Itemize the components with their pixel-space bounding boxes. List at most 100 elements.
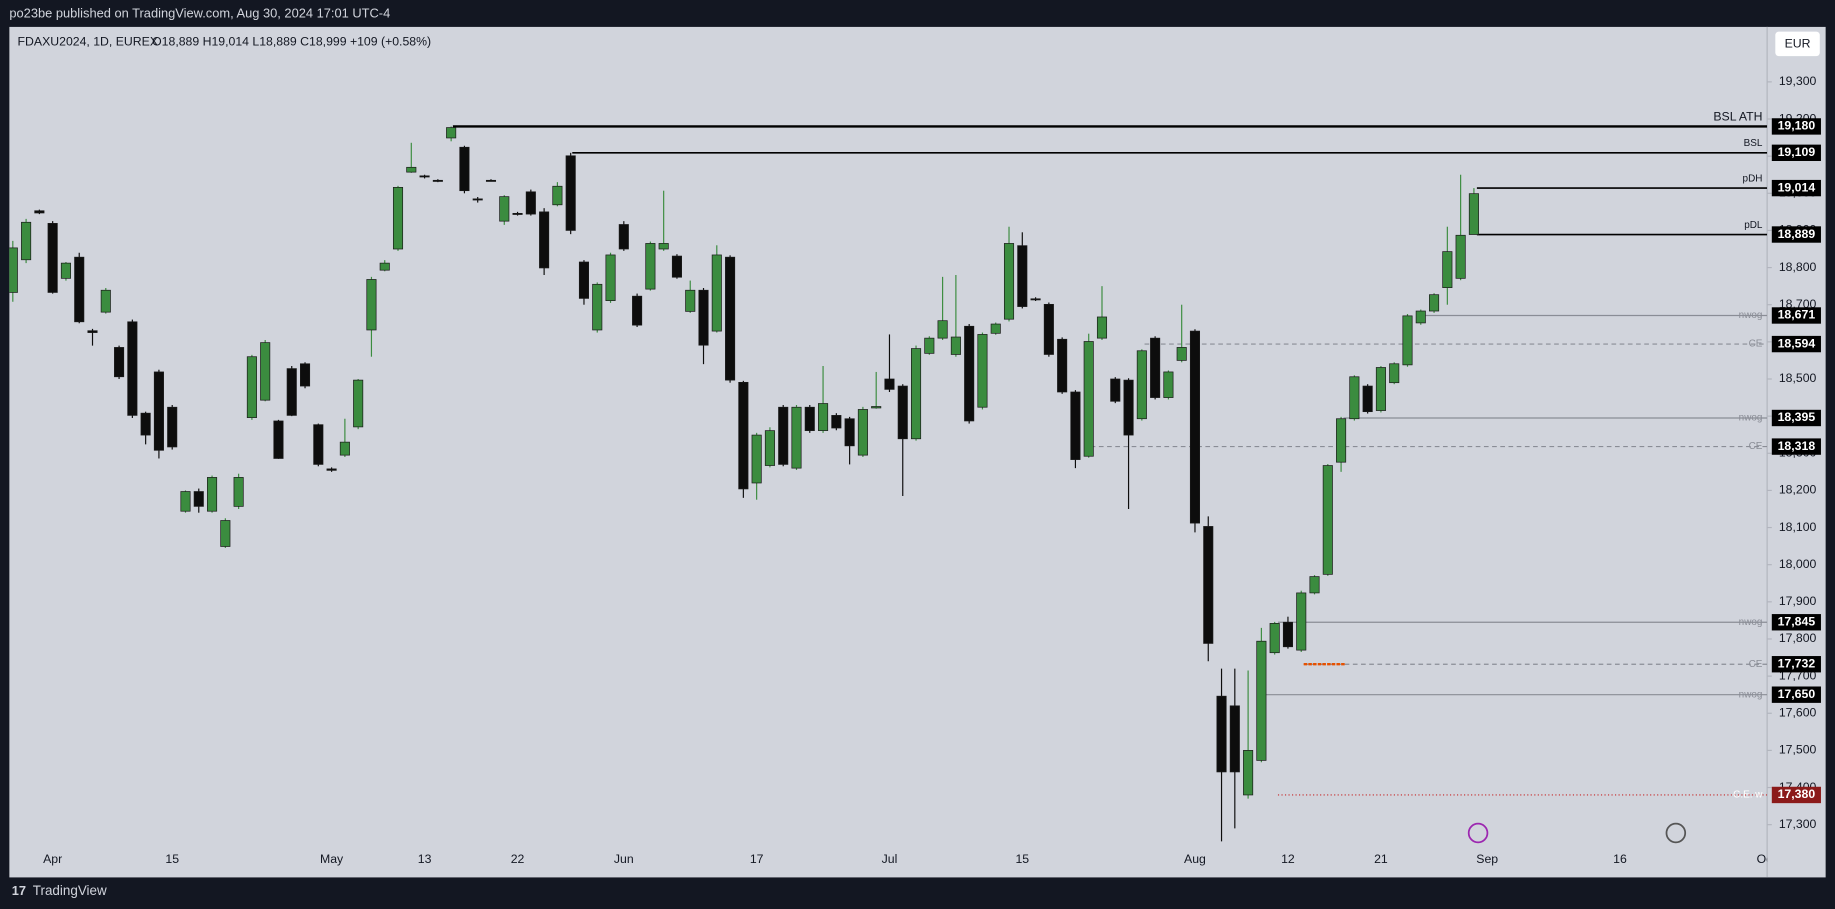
candle-body (286, 368, 297, 416)
candle-body (578, 261, 590, 299)
candle-body (818, 403, 829, 431)
currency-label[interactable]: EUR (1785, 37, 1811, 51)
level-name: BSL (1744, 138, 1763, 149)
candle-body (1402, 315, 1413, 366)
candle-body (791, 406, 802, 469)
x-tick-label: 15 (1015, 852, 1029, 866)
candle-body (565, 155, 576, 231)
candle-body (379, 262, 390, 271)
level-price-label: 18,395 (1778, 410, 1816, 424)
level-name: nwog (1739, 413, 1763, 424)
candle-body (990, 323, 1001, 334)
level-name: nwog (1739, 310, 1763, 321)
candle-body (831, 415, 842, 429)
candle-body (512, 212, 523, 215)
candle-body (392, 187, 404, 250)
level-price-label: 17,845 (1778, 615, 1816, 629)
candle-body (60, 262, 71, 279)
candle-body (711, 254, 722, 332)
candle-body (1336, 418, 1347, 463)
level-name: pDL (1744, 220, 1763, 231)
candle-body (127, 321, 138, 416)
candle-body (446, 127, 457, 139)
candle-body (21, 221, 32, 261)
level-name: BSL ATH (1713, 109, 1762, 123)
x-tick-label: 16 (1613, 852, 1627, 866)
candle-body (167, 406, 178, 448)
candle-body (671, 255, 682, 278)
candle-body (618, 224, 629, 250)
level-price-box (1771, 686, 1821, 703)
candle-body (1309, 576, 1320, 594)
candle-body (1282, 621, 1293, 648)
candle-body (1030, 298, 1041, 301)
candle-body (738, 381, 749, 490)
x-tick-label: 15 (165, 852, 179, 866)
candle-body (950, 336, 961, 355)
candle-body (246, 356, 257, 418)
candle-body (34, 210, 45, 214)
candle-body (472, 198, 483, 201)
x-tick-label: 22 (511, 852, 525, 866)
candle-body (871, 406, 882, 409)
level-price-label: 19,180 (1778, 119, 1816, 133)
candle-body (220, 520, 231, 547)
level-price-label: 17,732 (1778, 656, 1816, 670)
candle-body (937, 320, 948, 339)
candle-body (273, 420, 284, 459)
currency-button[interactable] (1775, 31, 1820, 57)
candle-body (1163, 371, 1174, 398)
level-price-label: 17,650 (1778, 687, 1816, 701)
candle-body (1296, 592, 1307, 651)
candle-body (300, 363, 311, 387)
y-tick-label: 17,800 (1779, 631, 1817, 645)
candle-body (1415, 310, 1426, 324)
level-name: C.E. w (1733, 790, 1763, 801)
event-icon[interactable] (1665, 822, 1687, 844)
candle-body (539, 211, 550, 269)
candle-body (658, 243, 669, 250)
candle-body (525, 191, 536, 215)
candle-body (366, 279, 377, 331)
x-tick-label: Aug (1184, 852, 1206, 866)
x-tick-label: Oct (1757, 852, 1777, 866)
candle-body (1043, 303, 1054, 355)
level-price-label: 18,318 (1778, 439, 1816, 453)
level-price-box (1771, 144, 1821, 162)
candle-body (1375, 367, 1386, 411)
level-price-box (1771, 656, 1821, 673)
candle-body (884, 378, 895, 390)
level-price-label: 18,671 (1778, 308, 1816, 322)
candle-body (1455, 234, 1466, 279)
x-tick-label: Jul (882, 852, 898, 866)
candle-body (193, 491, 204, 507)
candle-body (778, 406, 789, 465)
candle-body (1057, 338, 1068, 393)
level-price-box (1771, 409, 1821, 427)
candle-body (725, 256, 736, 381)
candle-body (1189, 330, 1201, 524)
level-name: nwog (1739, 617, 1763, 628)
candle-body (1269, 623, 1280, 654)
candle-body (1468, 193, 1479, 235)
y-tick-label: 18,100 (1779, 520, 1817, 534)
candle-body (804, 406, 815, 431)
candle-body (233, 477, 244, 507)
level-name: CE (1749, 441, 1763, 452)
candle-body (47, 223, 58, 293)
candle-body (1150, 337, 1161, 398)
candle-body (911, 348, 922, 440)
candle-body (353, 379, 364, 428)
level-price-label: 17,380 (1778, 787, 1816, 801)
candle-body (140, 412, 151, 436)
y-tick-label: 18,200 (1779, 483, 1817, 497)
candle-body (419, 175, 430, 178)
candle-body (1349, 376, 1360, 420)
y-tick-label: 18,800 (1779, 260, 1817, 274)
candle-body (326, 468, 337, 471)
event-icon[interactable] (1467, 822, 1489, 844)
y-tick-label: 17,300 (1779, 817, 1817, 831)
x-tick-label: Apr (43, 852, 62, 866)
level-price-box (1771, 179, 1821, 197)
